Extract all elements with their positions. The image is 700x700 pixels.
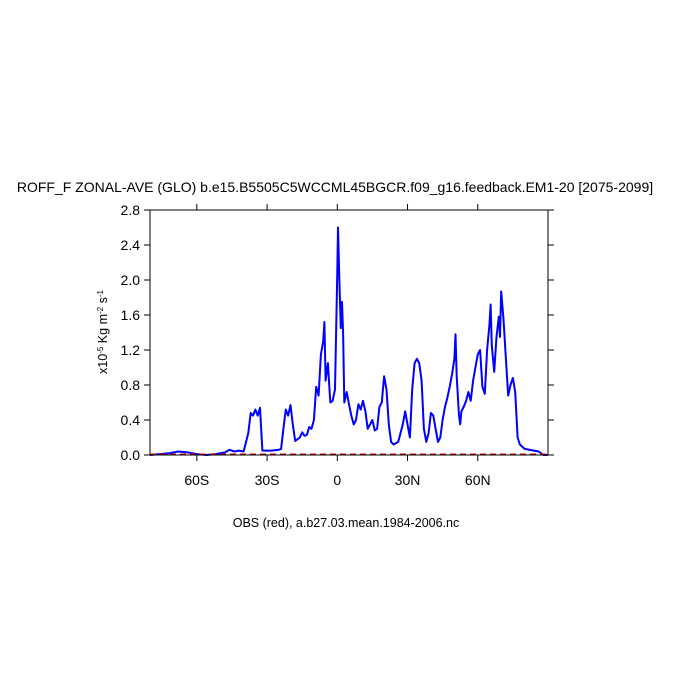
y-axis-label-part: -5 xyxy=(96,346,105,354)
x-tick-label: 60N xyxy=(465,472,491,488)
chart-title: ROFF_F ZONAL-AVE (GLO) b.e15.B5505C5WCCM… xyxy=(17,179,653,195)
y-axis-label-part: x10 xyxy=(96,354,110,374)
y-tick-label: 2.4 xyxy=(121,237,141,253)
y-axis-label: x10-5 Kg m-2 s-1 xyxy=(96,290,111,374)
y-tick-label: 0.4 xyxy=(121,412,141,428)
y-tick-label: 0.0 xyxy=(121,447,141,463)
y-tick-label: 2.0 xyxy=(121,272,141,288)
plot-frame xyxy=(149,209,549,456)
chart-subtitle: OBS (red), a.b27.03.mean.1984-2006.nc xyxy=(233,516,460,530)
y-tick-label: 1.6 xyxy=(121,307,141,323)
x-tick-label: 0 xyxy=(333,472,341,488)
y-tick-label: 0.8 xyxy=(121,377,141,393)
y-axis-label-part: Kg m xyxy=(96,314,110,347)
y-axis-label-part: -1 xyxy=(96,290,105,298)
x-tick-label: 30N xyxy=(395,472,421,488)
y-tick-label: 1.2 xyxy=(121,342,141,358)
y-axis-label-part: s xyxy=(96,297,110,307)
data-line xyxy=(149,226,548,456)
x-tick-label: 30S xyxy=(255,472,280,488)
y-axis-label-part: -2 xyxy=(96,306,105,314)
x-tick-label: 60S xyxy=(184,472,209,488)
y-tick-label: 2.8 xyxy=(121,202,141,218)
